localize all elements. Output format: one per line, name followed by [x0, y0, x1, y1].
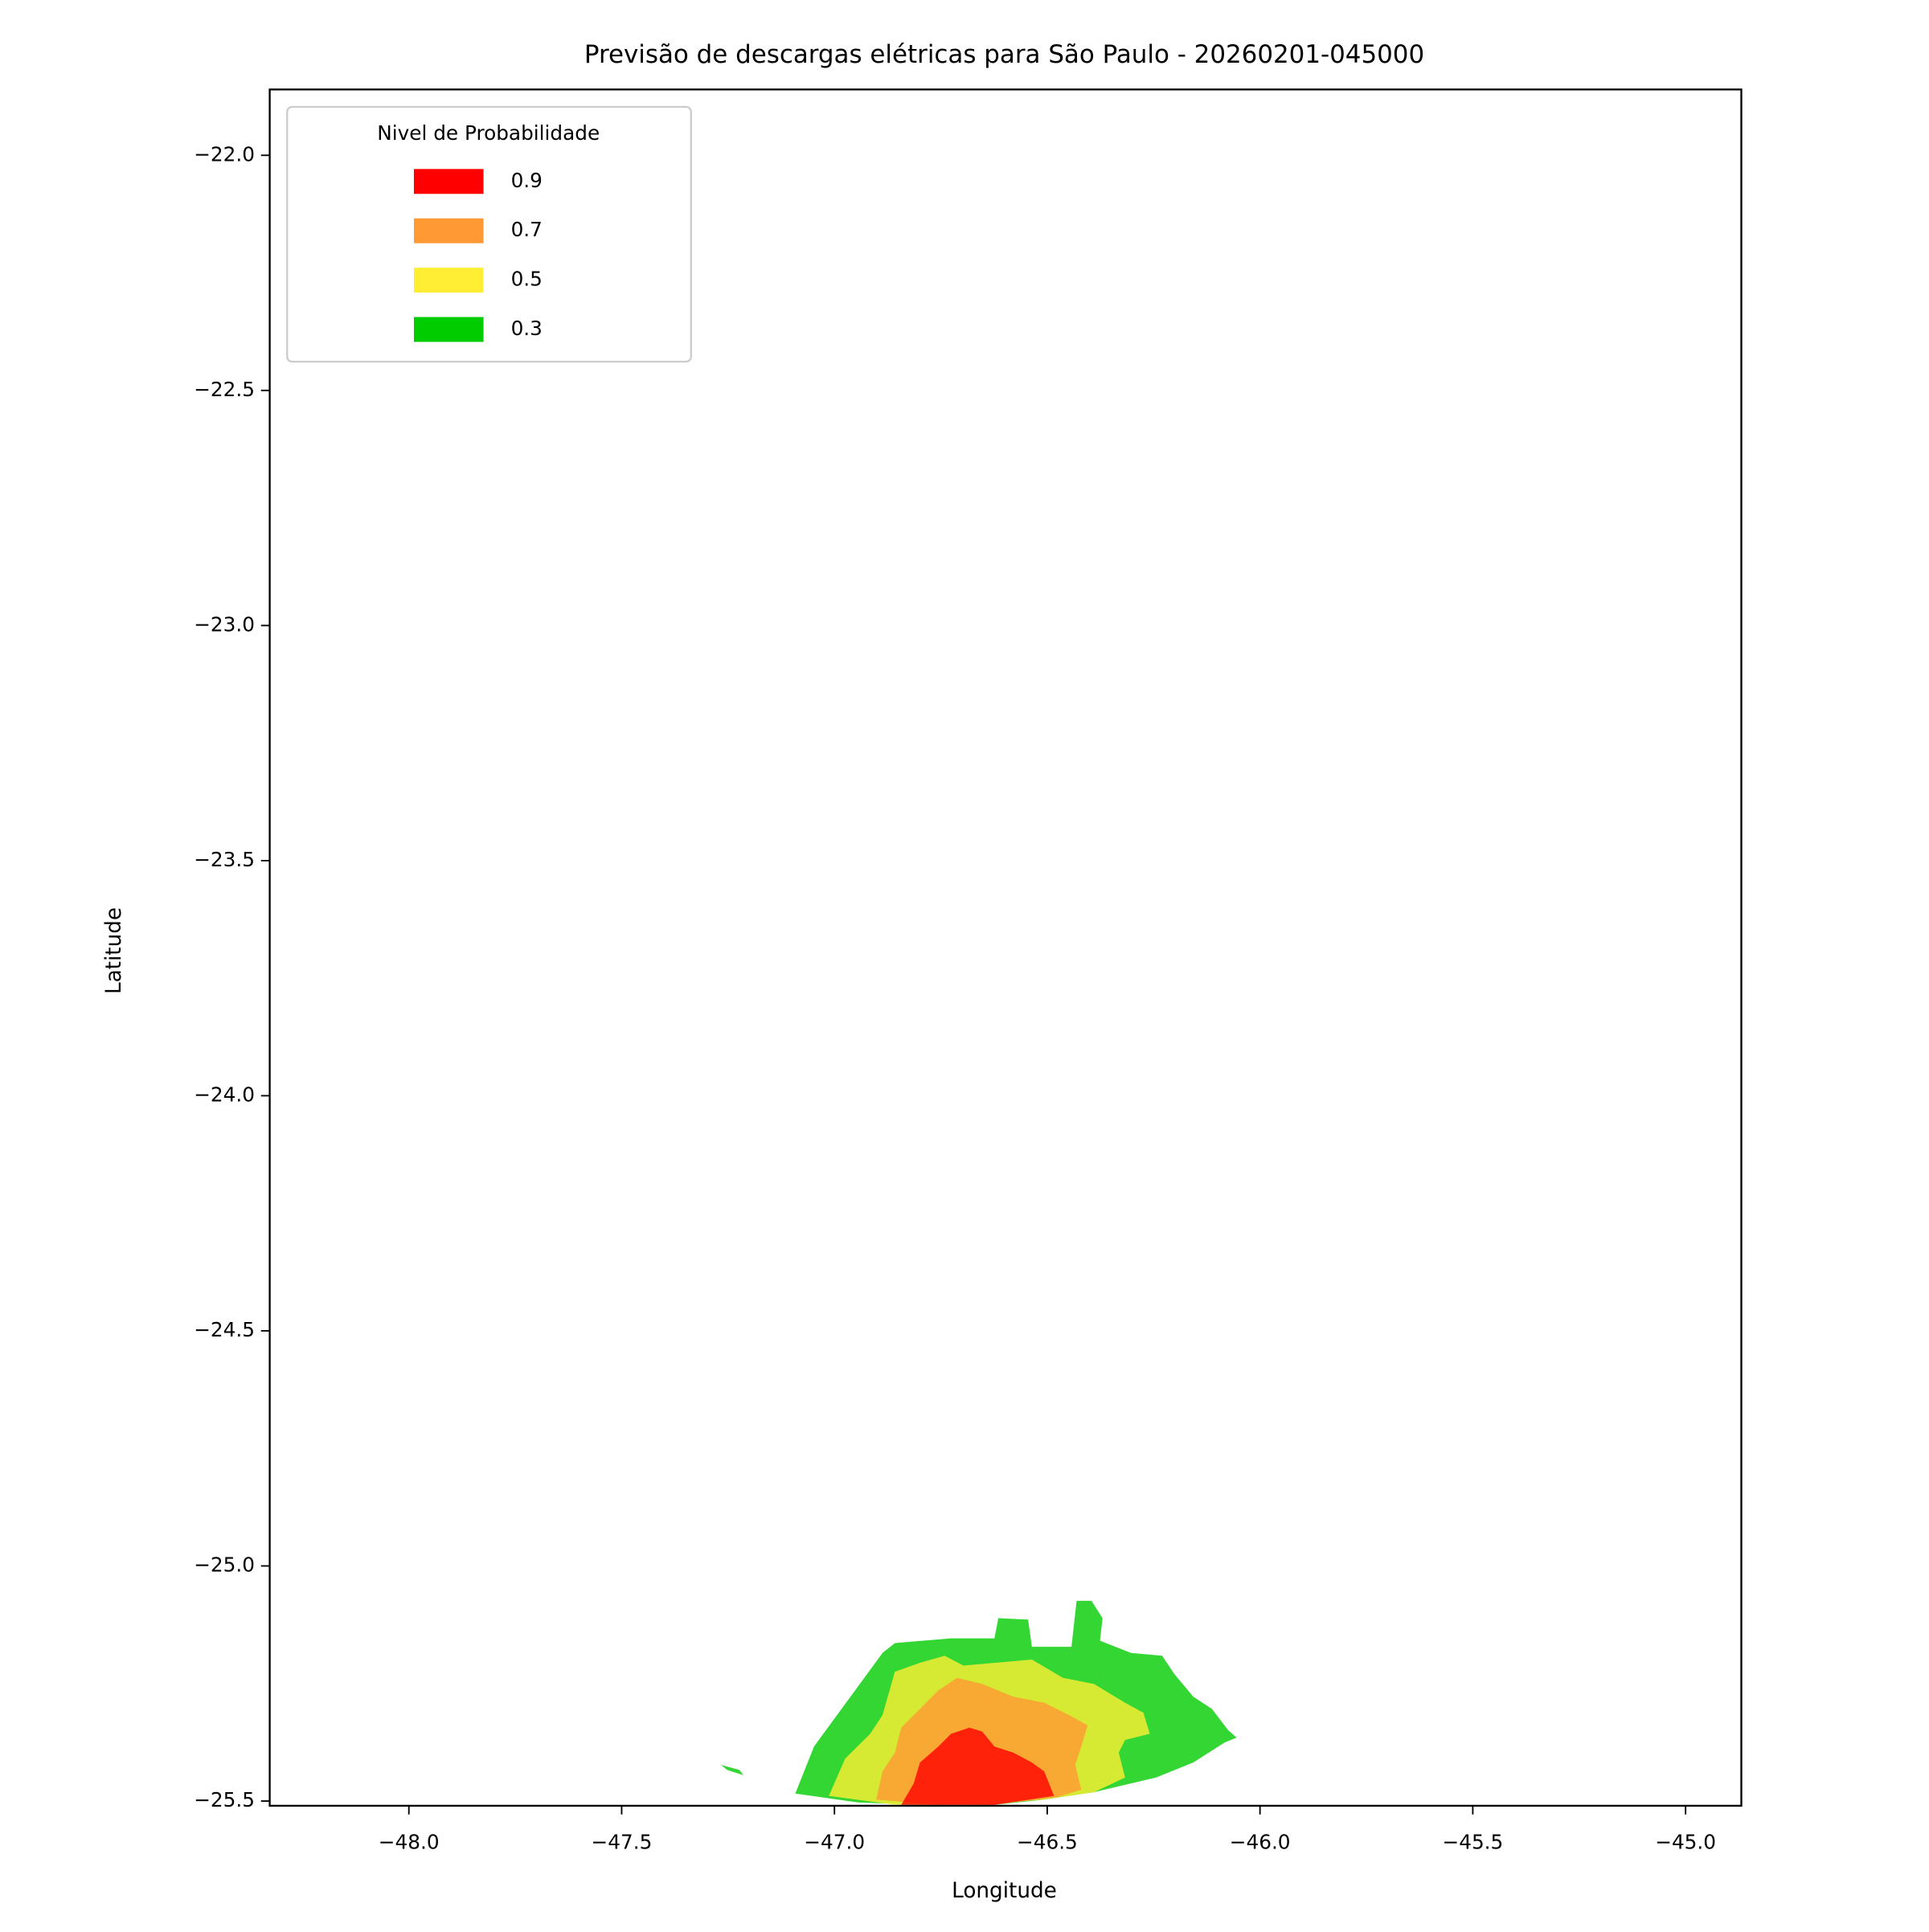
x-tick-label: −46.0 [1230, 1830, 1291, 1853]
legend-label: 0.5 [511, 268, 543, 291]
plot-area [720, 1600, 1237, 1805]
y-tick-label: −22.5 [194, 378, 255, 401]
y-axis-label: Latitude [102, 907, 126, 994]
y-tick-label: −24.5 [194, 1318, 255, 1341]
x-tick-label: −47.5 [592, 1830, 653, 1853]
legend-label: 0.3 [511, 317, 543, 340]
y-tick-label: −23.0 [194, 612, 255, 636]
y-tick-label: −23.5 [194, 848, 255, 871]
legend-label: 0.9 [511, 169, 543, 192]
axes-frame [268, 88, 1743, 1807]
x-tick-label: −48.0 [379, 1830, 440, 1853]
x-axis-label: Longitude [952, 1879, 1057, 1903]
x-tick-label: −46.5 [1017, 1830, 1078, 1853]
legend-swatch [413, 169, 484, 194]
x-tick-label: −45.5 [1442, 1830, 1503, 1853]
legend-swatch [413, 268, 484, 293]
legend-title: Nivel de Probabilidade [377, 121, 600, 145]
legend-swatch [413, 317, 484, 342]
legend-box [286, 105, 692, 363]
x-tick-label: −47.0 [804, 1830, 865, 1853]
contour-region [901, 1727, 1055, 1805]
legend-swatch [413, 218, 484, 244]
x-tick-label: −45.0 [1655, 1830, 1716, 1853]
y-tick-label: −25.5 [194, 1788, 255, 1811]
y-tick-label: −25.0 [194, 1553, 255, 1577]
y-tick-label: −24.0 [194, 1083, 255, 1106]
y-tick-label: −22.0 [194, 142, 255, 166]
legend-label: 0.7 [511, 218, 543, 241]
legend: Nivel de Probabilidade 0.9 0.7 0.5 0.3 [286, 105, 692, 363]
chart-title: Previsão de descargas elétricas para São… [584, 40, 1424, 69]
